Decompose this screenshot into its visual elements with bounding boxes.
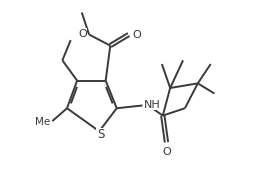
- Text: O: O: [78, 29, 87, 39]
- Text: NH: NH: [144, 100, 161, 110]
- Text: S: S: [97, 128, 104, 141]
- Text: Me: Me: [35, 117, 50, 127]
- Text: O: O: [163, 147, 172, 157]
- Text: O: O: [132, 30, 141, 39]
